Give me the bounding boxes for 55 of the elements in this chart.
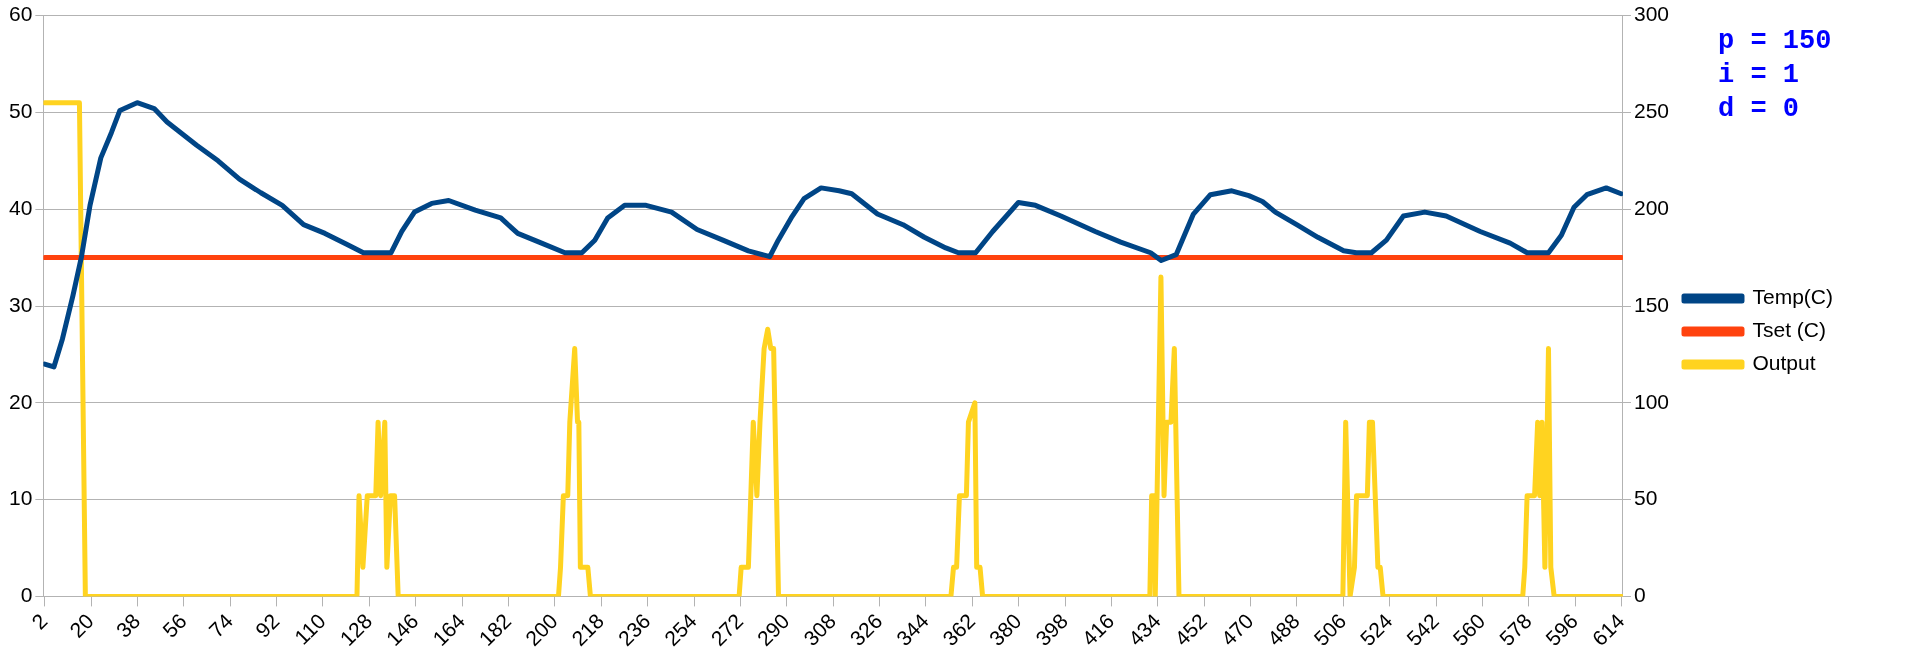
x-tick-label: 578 [1494, 608, 1536, 651]
x-tick-label: 416 [1077, 608, 1119, 651]
y2-tick-label: 150 [1633, 292, 1670, 316]
x-tick-label: 74 [204, 608, 238, 642]
y-tick-label: 40 [9, 196, 33, 219]
x-tick-label: 164 [427, 608, 470, 651]
legend-label: Temp(C) [1752, 285, 1834, 309]
x-tick-label: 524 [1355, 608, 1397, 651]
x-tick-label: 488 [1262, 608, 1304, 651]
x-tick-label: 110 [289, 608, 330, 649]
text: i = 1 [1718, 59, 1800, 92]
y-tick-label: 0 [20, 583, 33, 607]
text: d = 0 [1718, 93, 1800, 126]
x-tick-label: 92 [250, 608, 284, 642]
y-tick-label: 60 [9, 2, 33, 26]
legend-label: Output [1752, 351, 1816, 375]
x-tick-label: 560 [1448, 608, 1490, 651]
x-tick-label: 398 [1030, 608, 1072, 651]
x-tick-label: 326 [845, 608, 887, 651]
x-tick-label: 308 [799, 608, 841, 651]
x-tick-label: 596 [1541, 608, 1583, 651]
x-tick-label: 2 [27, 608, 52, 634]
x-tick-label: 38 [111, 608, 145, 642]
x-tick-label: 452 [1170, 608, 1212, 651]
x-tick-label: 344 [891, 608, 934, 651]
x-tick-label: 146 [381, 608, 423, 651]
x-tick-label: 470 [1216, 608, 1258, 651]
x-tick-label: 434 [1123, 608, 1165, 651]
x-tick-label: 254 [659, 608, 702, 651]
y2-tick-label: 50 [1633, 486, 1658, 510]
x-tick-label: 362 [938, 608, 980, 651]
x-tick-label: 182 [474, 608, 516, 651]
x-tick-label: 272 [706, 608, 748, 651]
x-tick-label: 614 [1587, 608, 1629, 651]
y2-tick-label: 0 [1633, 583, 1646, 607]
y-tick-label: 50 [9, 99, 33, 123]
x-tick-label: 236 [613, 608, 655, 651]
x-tick-label: 542 [1402, 608, 1444, 651]
x-tick-label: 200 [520, 608, 562, 651]
legend-label: Tset (C) [1752, 318, 1826, 342]
x-tick-label: 218 [567, 608, 609, 651]
x-tick-label: 380 [984, 608, 1026, 651]
x-tick-label: 290 [752, 608, 794, 651]
x-tick-label: 56 [157, 608, 191, 642]
x-tick-label: 20 [65, 608, 98, 642]
y-tick-label: 30 [9, 292, 33, 316]
x-tick-label: 506 [1309, 608, 1351, 651]
y2-tick-label: 200 [1633, 196, 1670, 219]
y-tick-label: 10 [9, 486, 33, 510]
text: p = 150 [1718, 25, 1832, 58]
y2-tick-label: 250 [1633, 99, 1670, 123]
x-tick-label: 128 [335, 608, 377, 651]
y2-tick-label: 300 [1633, 2, 1670, 26]
y-tick-label: 20 [9, 389, 33, 413]
y2-tick-label: 100 [1633, 389, 1670, 413]
